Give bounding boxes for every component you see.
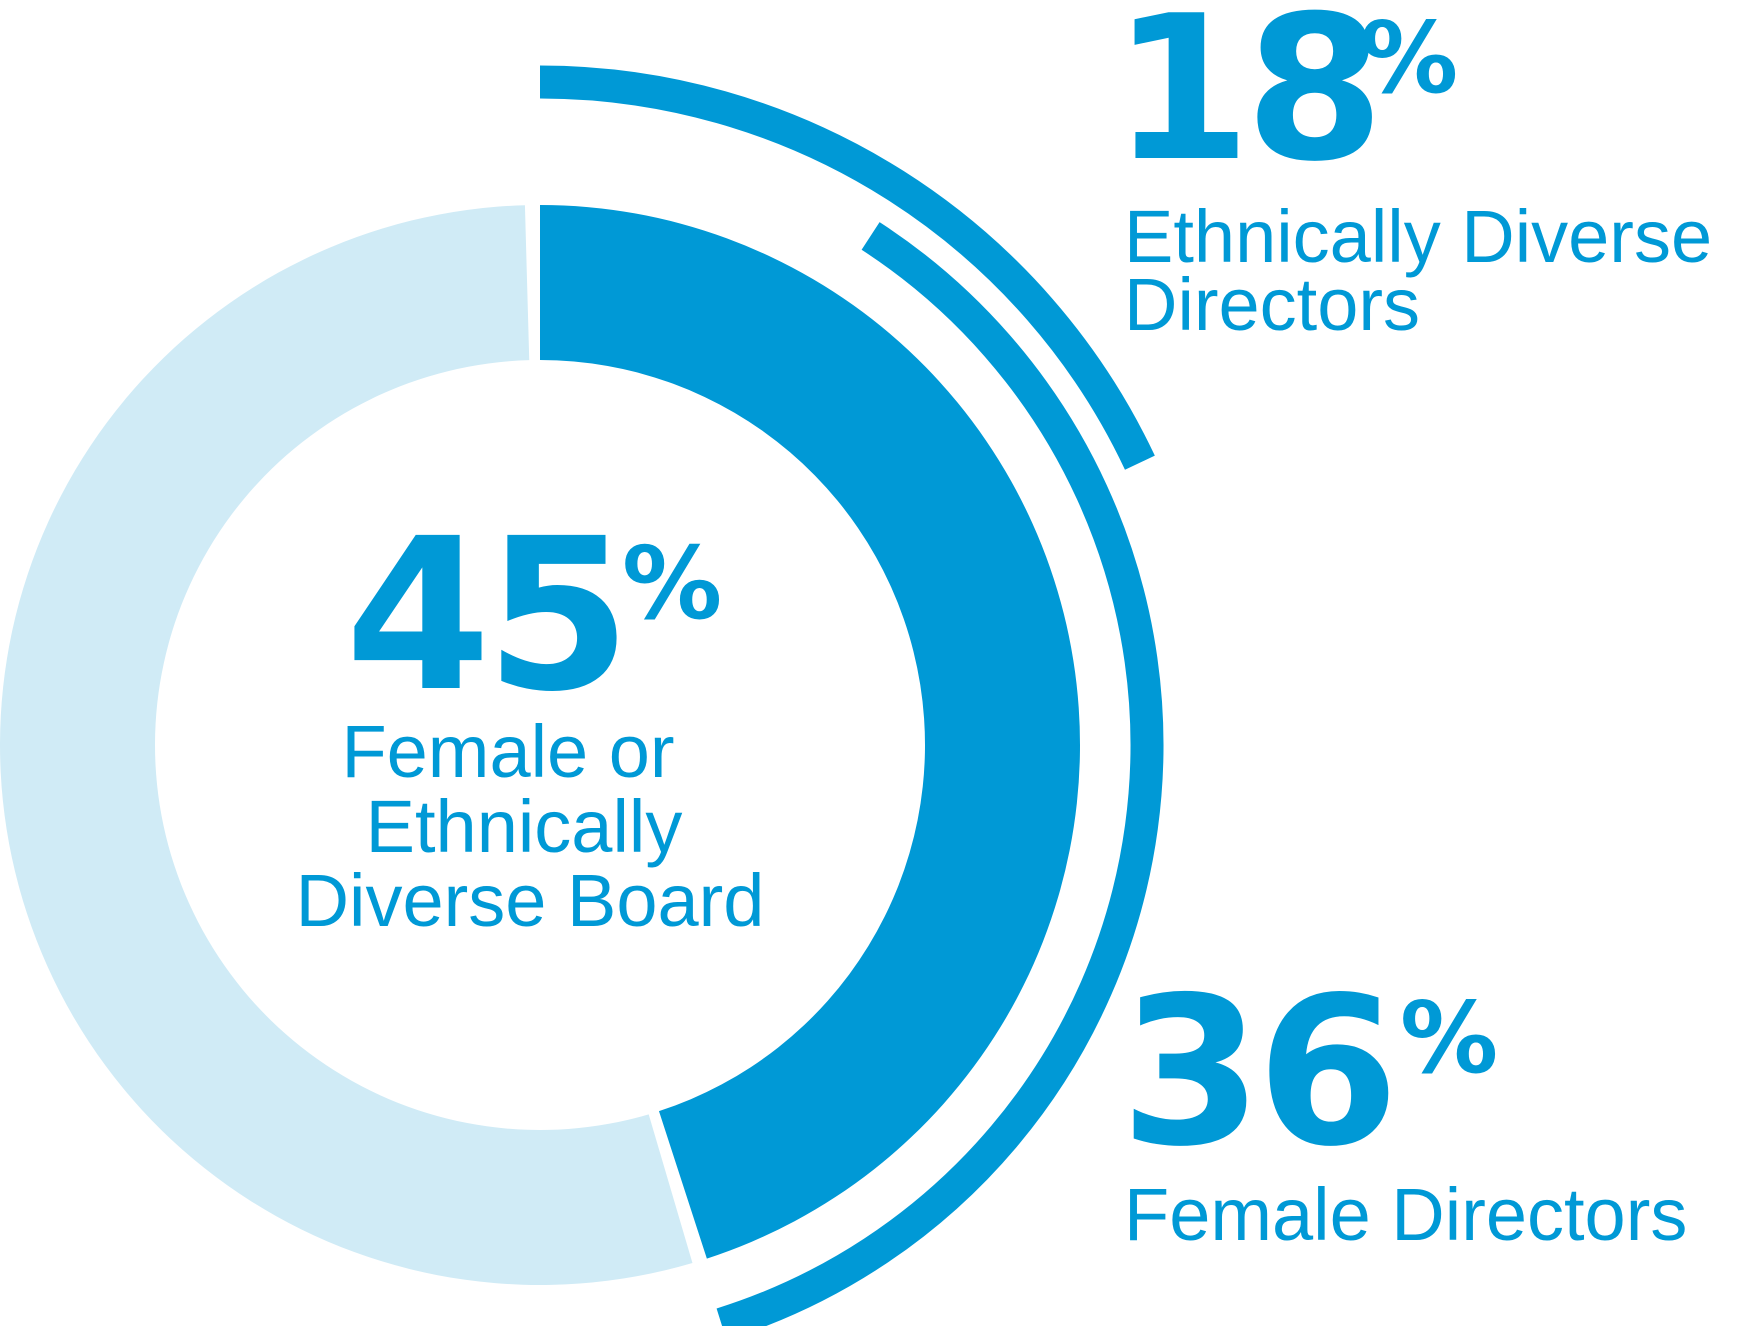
donut-remainder-arc bbox=[0, 205, 693, 1286]
chart-arcs bbox=[0, 65, 1164, 1326]
female-directors-arc bbox=[716, 222, 1164, 1326]
ethnic-value: 18 bbox=[1112, 0, 1378, 206]
ethnic-label-line-1: Ethnically Diverse bbox=[1124, 195, 1712, 278]
center-percent-sign: % bbox=[622, 525, 722, 642]
ethnic-diversity-arc bbox=[539, 65, 1155, 470]
female-label-line-1: Female Directors bbox=[1124, 1173, 1687, 1256]
ethnic-stat: 18 % Ethnically Diverse Directors bbox=[1112, 0, 1712, 346]
center-label-line-1: Female or bbox=[341, 710, 674, 793]
ethnic-percent-sign: % bbox=[1360, 2, 1458, 116]
center-stat: 45 % Female or Ethnically Diverse Board bbox=[296, 493, 765, 942]
center-label-line-3: Diverse Board bbox=[296, 859, 765, 942]
female-percent-sign: % bbox=[1400, 982, 1498, 1096]
center-label-line-2: Ethnically bbox=[366, 785, 683, 868]
ethnic-label-line-2: Directors bbox=[1124, 263, 1420, 346]
donut-board-diversity-arc bbox=[540, 205, 1080, 1259]
female-stat: 36 % Female Directors bbox=[1120, 954, 1687, 1256]
center-value: 45 bbox=[345, 493, 625, 738]
female-value: 36 bbox=[1120, 954, 1393, 1192]
